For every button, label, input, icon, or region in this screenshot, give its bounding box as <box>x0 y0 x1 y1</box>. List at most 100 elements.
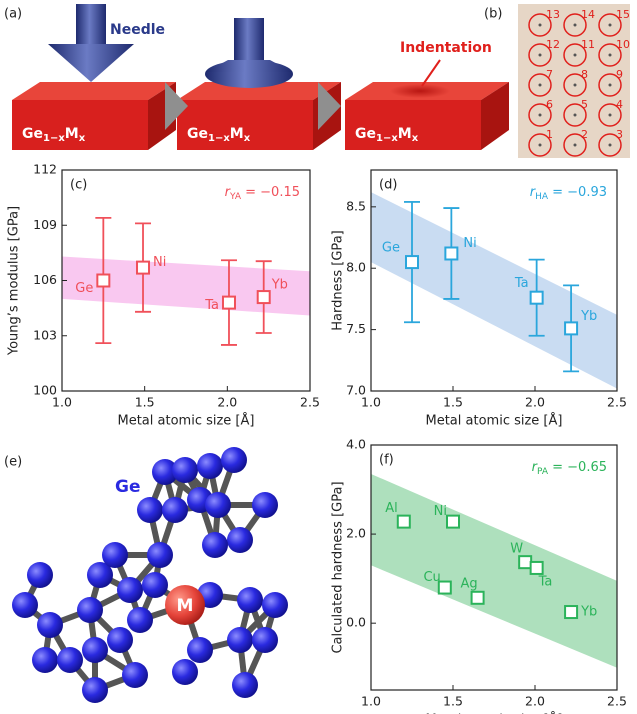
atom <box>32 647 58 673</box>
box-front <box>177 100 313 150</box>
marker <box>444 246 459 261</box>
plot-frame <box>370 169 618 392</box>
x-tick-label: 2.0 <box>525 395 545 410</box>
marker <box>405 255 419 270</box>
atom <box>147 542 173 568</box>
indent-dot <box>538 143 542 147</box>
indent-number: 1 <box>546 128 553 141</box>
indent-number: 10 <box>616 38 630 51</box>
atom <box>187 637 213 663</box>
indent-number: 8 <box>581 68 588 81</box>
point-label: Ta <box>514 276 529 291</box>
indent-number: 3 <box>616 128 623 141</box>
indent-dot <box>538 83 542 87</box>
annotation: rHA = −0.93 <box>530 185 607 202</box>
panel-label: (d) <box>379 178 397 193</box>
indent-circle <box>598 133 622 157</box>
marker <box>221 295 236 310</box>
marker <box>136 260 151 275</box>
indent-dot <box>573 23 577 27</box>
material-part: Ge <box>187 126 208 142</box>
needle <box>206 60 292 72</box>
indent-circle <box>528 103 552 127</box>
atom <box>232 672 258 698</box>
material-part: M <box>65 126 79 142</box>
y-tick-label: 8.5 <box>346 198 366 213</box>
indent-number: 2 <box>581 128 588 141</box>
y-tick-label: 4.0 <box>346 437 366 452</box>
indent-dot <box>573 113 577 117</box>
atom <box>172 659 198 685</box>
atom <box>262 592 288 618</box>
dopant-label: M <box>177 596 194 616</box>
atom <box>87 562 113 588</box>
point-label: Ge <box>75 281 93 296</box>
y-tick-label: 0.0 <box>346 615 366 630</box>
panel-label: (f) <box>379 453 394 468</box>
confidence-band <box>371 192 617 389</box>
point-label: Ag <box>460 576 477 591</box>
material-part: 1−x <box>43 133 65 144</box>
indent-number: 6 <box>546 98 553 111</box>
box-front <box>345 100 481 150</box>
indent-dot <box>608 113 612 117</box>
marker <box>564 605 579 620</box>
point-label: Ni <box>153 255 166 270</box>
atom <box>77 597 103 623</box>
indent-dot <box>573 83 577 87</box>
atom <box>57 647 83 673</box>
pointer <box>421 59 441 87</box>
indent-circle <box>563 133 587 157</box>
marker <box>437 580 452 595</box>
x-tick-label: 1.5 <box>135 395 155 410</box>
indent-dot <box>573 143 577 147</box>
atom <box>252 492 278 518</box>
indent-dot <box>608 23 612 27</box>
y-tick-label: 103 <box>33 327 57 342</box>
indent-number: 12 <box>546 38 560 51</box>
atom <box>27 562 53 588</box>
chart: 1.0 1.5 2.0 2.5 100 103 106 109 112 Metal atomic … <box>7 162 320 429</box>
x-tick-label: 1.0 <box>361 395 381 410</box>
material-part: x <box>244 133 251 144</box>
x-tick-label: 2.0 <box>525 694 545 709</box>
atom <box>137 497 163 523</box>
marker <box>564 321 579 336</box>
indent-dot <box>538 23 542 27</box>
point-label: Al <box>385 501 398 516</box>
y-tick-label: 7.0 <box>346 383 366 398</box>
annotation-text: = −0.15 <box>241 185 300 200</box>
x-tick-label: 1.0 <box>361 694 381 709</box>
plot-frame <box>370 444 618 691</box>
atom <box>202 532 228 558</box>
annotation: rPA = −0.65 <box>532 460 607 477</box>
x-axis-label: Metal atomic size [Å] <box>426 413 563 429</box>
indentation-label: Indentation <box>400 40 492 56</box>
point-label: Cu <box>423 570 440 585</box>
panel-label: (c) <box>70 178 87 193</box>
indent-number: 9 <box>616 68 623 81</box>
indent-number: 4 <box>616 98 623 111</box>
indent-circle <box>598 13 622 37</box>
arrow <box>165 82 188 130</box>
confidence-band <box>371 473 617 668</box>
indent-dot <box>608 143 612 147</box>
atom <box>172 457 198 483</box>
y-tick-label: 2.0 <box>346 526 366 541</box>
indent-circle <box>563 43 587 67</box>
panel-label: (e) <box>4 455 22 470</box>
annotation-subscript: YA <box>229 192 242 202</box>
marker <box>518 555 533 570</box>
needle <box>234 18 264 64</box>
point-label: Yb <box>580 309 597 324</box>
atom <box>107 627 133 653</box>
material-part: 1−x <box>376 133 398 144</box>
atom <box>221 447 247 473</box>
annotation-text: = −0.93 <box>548 185 607 200</box>
material-part: M <box>230 126 244 142</box>
indent-dot <box>538 113 542 117</box>
point-label: Ni <box>463 236 476 251</box>
illustration: Ge1−xMx Ge1−xMx Ge1−xMx <box>12 4 509 150</box>
photo <box>518 4 630 158</box>
